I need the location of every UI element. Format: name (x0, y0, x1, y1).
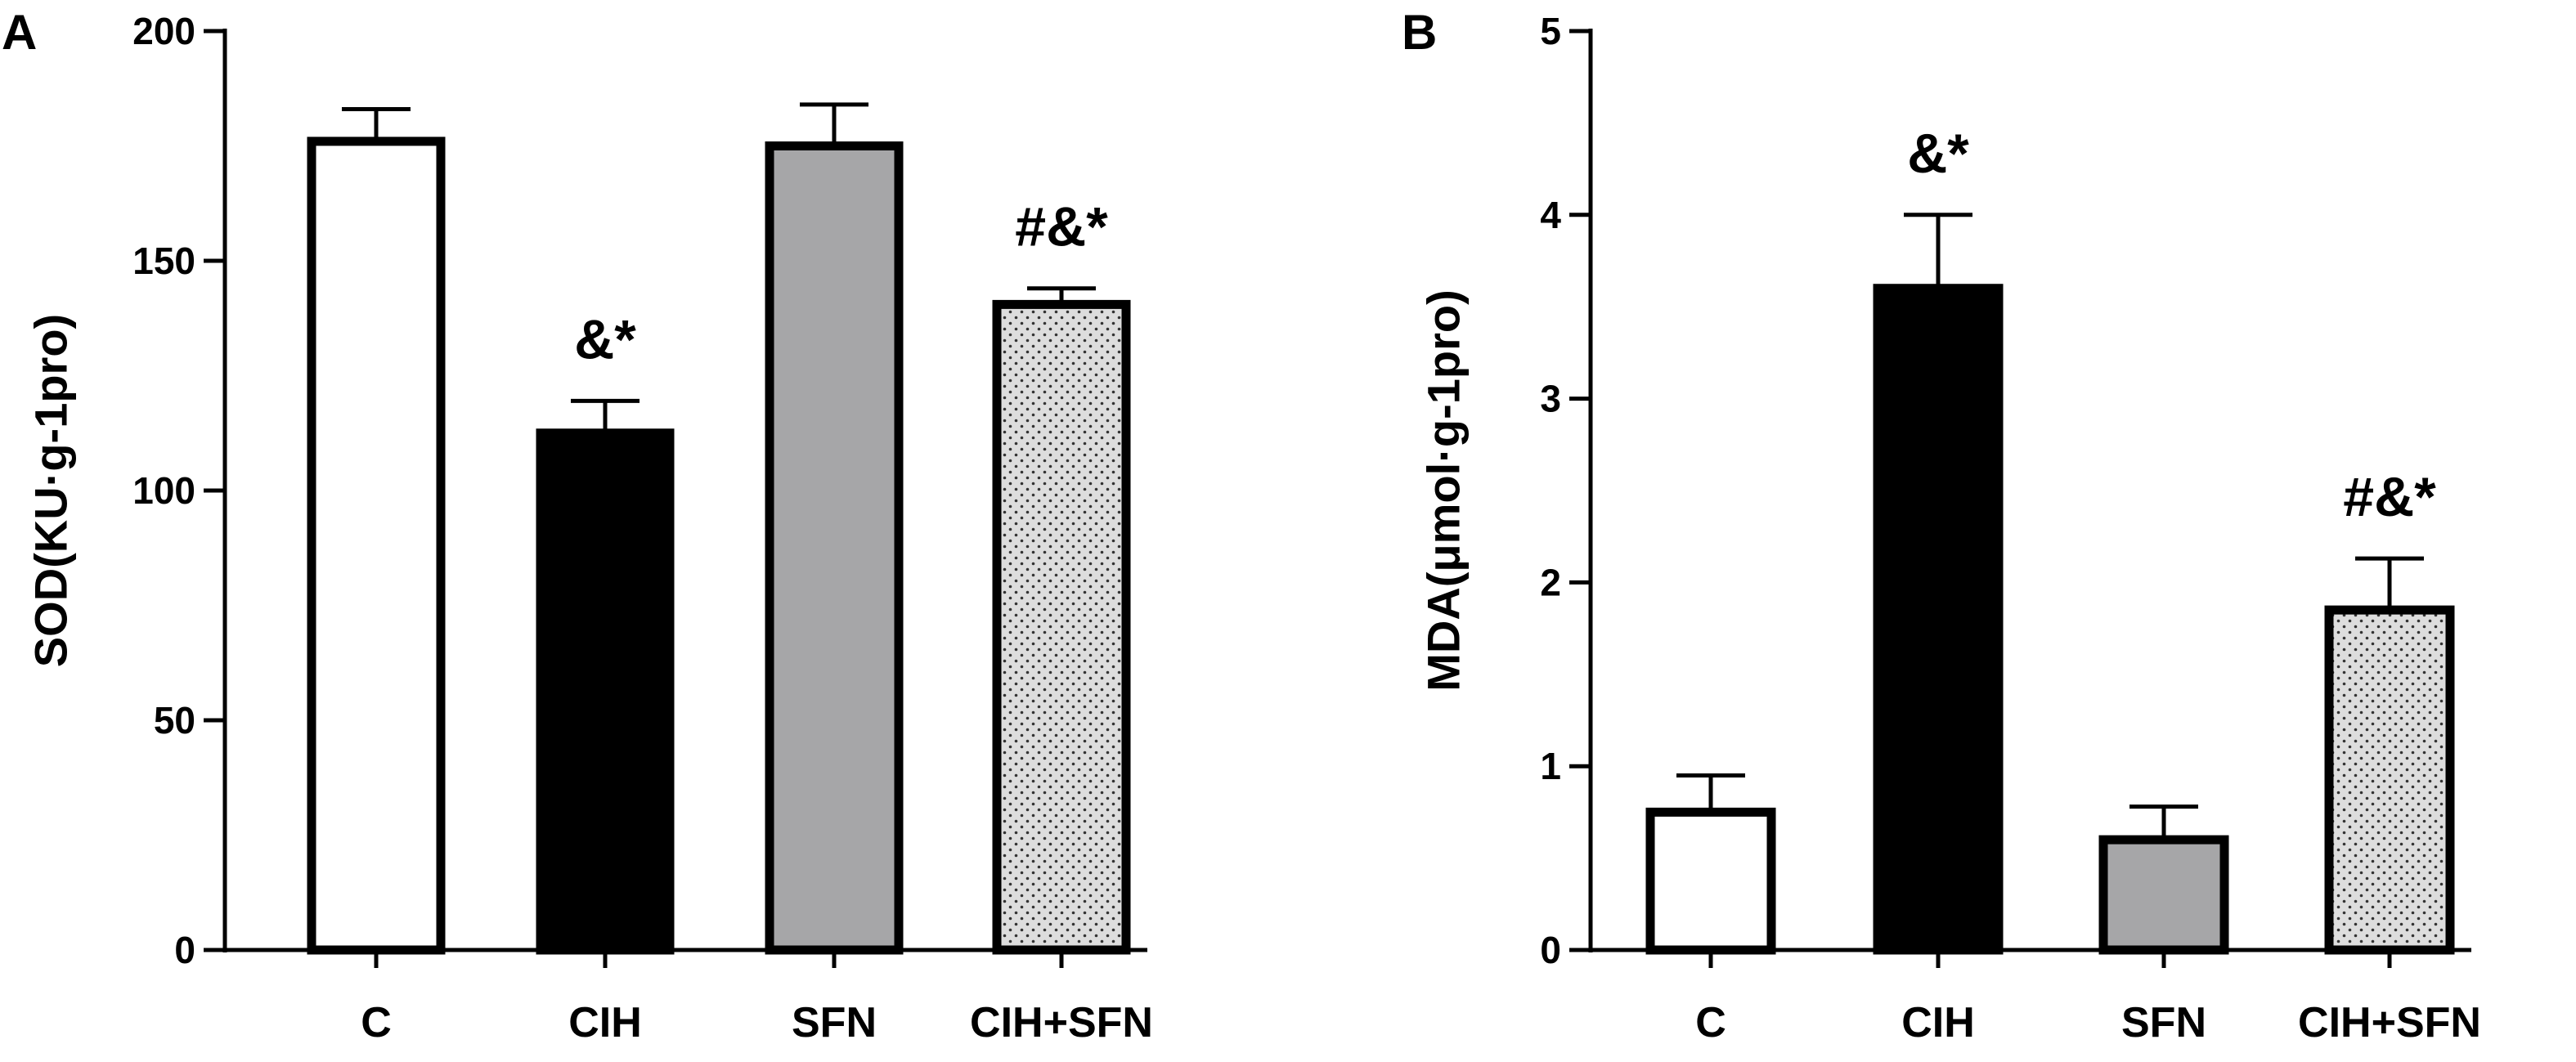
bar-c (1645, 807, 1776, 955)
x-tick-label: SFN (2121, 999, 2206, 1046)
bar-cih (536, 428, 675, 955)
x-tick-label: CIH (568, 999, 642, 1046)
y-tick-label: 1 (1540, 745, 1561, 787)
bar-cih-sfn (2324, 605, 2455, 955)
y-tick-label: 4 (1540, 194, 1561, 236)
x-tick-label: CIH+SFN (970, 999, 1153, 1046)
bar-sfn (2098, 835, 2229, 955)
bar-cih-sfn (992, 299, 1131, 955)
x-tick-label: CIH+SFN (2298, 999, 2481, 1046)
x-tick-label: SFN (792, 999, 877, 1046)
y-tick-label: 3 (1540, 378, 1561, 420)
y-tick-label: 200 (132, 10, 195, 52)
y-tick-label: 5 (1540, 10, 1561, 52)
y-tick-label: 0 (1540, 929, 1561, 971)
y-tick-label: 100 (132, 469, 195, 512)
y-tick-label: 0 (174, 929, 195, 971)
y-axis-label: MDA(μmol·g-1pro) (1418, 289, 1470, 692)
significance-label: &* (574, 308, 636, 370)
y-axis-label: SOD(KU·g-1pro) (25, 314, 77, 667)
y-tick-label: 150 (132, 240, 195, 282)
y-tick-label: 50 (154, 699, 195, 742)
bar-cih (1873, 284, 2004, 955)
x-tick-label: C (1695, 999, 1726, 1046)
panel-label: A (2, 5, 37, 60)
bar-c (307, 137, 446, 955)
significance-label: #&* (2343, 466, 2436, 528)
x-tick-label: CIH (1901, 999, 1975, 1046)
significance-label: &* (1907, 123, 1969, 185)
x-tick-label: C (361, 999, 392, 1046)
y-tick-label: 2 (1540, 561, 1561, 603)
significance-label: #&* (1015, 196, 1108, 258)
bar-sfn (765, 141, 904, 955)
panel-label: B (1402, 5, 1437, 60)
